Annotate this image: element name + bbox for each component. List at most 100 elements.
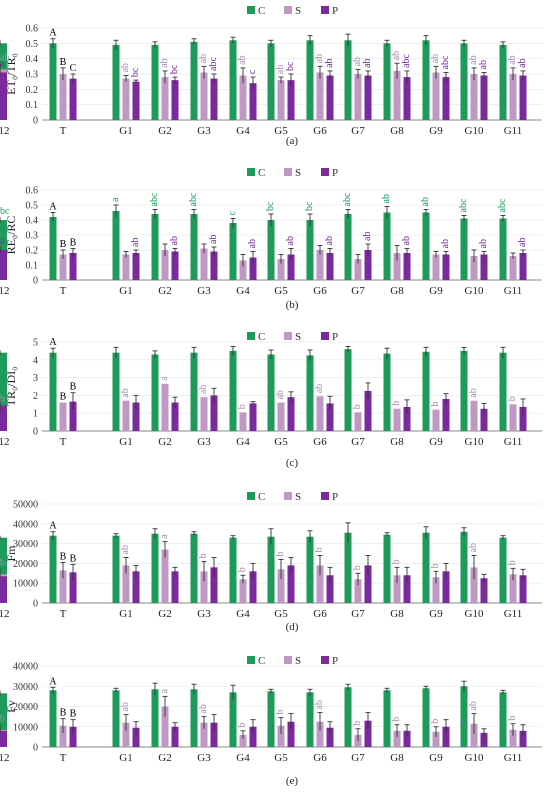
significance-letter: b: [507, 716, 518, 721]
bar-P-T: [69, 572, 77, 603]
significance-letter: a: [159, 534, 170, 539]
y-tick-label: 30000: [13, 539, 38, 550]
significance-letter: ab: [468, 55, 479, 64]
bar-S-G10: [470, 256, 478, 280]
bar-C-G8: [383, 212, 391, 280]
bar-C-G9: [422, 688, 430, 747]
significance-letter: ab: [430, 54, 441, 63]
significance-letter: b: [430, 563, 441, 568]
bar-C-G2: [151, 689, 159, 747]
x-tick-label-G12: G12: [0, 285, 9, 297]
legend-label-P: P: [332, 491, 338, 503]
significance-letter: ab: [324, 236, 335, 245]
x-tick-label-G4: G4: [236, 608, 250, 620]
x-tick-label-G1: G1: [119, 125, 132, 137]
bar-P-T: [69, 253, 77, 280]
bar-S-G8: [393, 730, 401, 747]
significance-letter: bc: [0, 206, 10, 217]
bar-S-G2: [161, 549, 169, 603]
x-tick-label-G5: G5: [274, 125, 288, 137]
bar-S-G6: [316, 721, 324, 747]
bar-C-G6: [306, 536, 314, 603]
legend-label-C: C: [258, 331, 265, 343]
significance-letter: ab: [381, 194, 392, 203]
bar-C-G10: [460, 350, 468, 431]
x-tick-label-G9: G9: [429, 752, 443, 764]
y-tick-label: 10000: [13, 722, 38, 733]
bar-S-G10: [470, 400, 478, 431]
x-tick-label-G7: G7: [351, 125, 365, 137]
bar-P-G12: [0, 250, 7, 280]
panel-label: (a): [286, 135, 299, 147]
y-axis-label: ET₀/TR₀: [4, 53, 18, 95]
significance-letter: b: [352, 404, 363, 409]
significance-letter: b: [237, 567, 248, 572]
bar-P-G2: [171, 726, 179, 747]
bar-P-G3: [210, 395, 218, 431]
bar-C-G6: [306, 692, 314, 747]
bar-S-T: [59, 402, 67, 431]
panel-label: (b): [286, 299, 299, 311]
bar-P-G6: [326, 727, 334, 747]
bar-S-G4: [239, 260, 247, 280]
x-tick-label-T: T: [60, 125, 67, 137]
bar-P-G4: [249, 726, 257, 747]
bar-C-G10: [460, 686, 468, 747]
x-tick-label-G2: G2: [158, 285, 171, 297]
bar-P-G9: [442, 77, 450, 120]
bar-C-G1: [112, 690, 120, 747]
bar-S-G9: [432, 731, 440, 747]
bar-P-G1: [132, 253, 140, 280]
significance-letter: abc: [342, 192, 353, 206]
bar-S-G7: [354, 412, 362, 431]
x-tick-label-G10: G10: [465, 125, 484, 137]
bar-C-G9: [422, 532, 430, 603]
bar-P-G5: [287, 721, 295, 747]
bar-S-G8: [393, 575, 401, 603]
significance-letter: B: [60, 708, 67, 719]
bar-C-G11: [499, 692, 507, 747]
legend-swatch-C: [247, 168, 255, 176]
significance-letter: b: [352, 565, 363, 570]
significance-letter: b: [237, 404, 248, 409]
legend-swatch-P: [321, 6, 329, 14]
x-tick-label-G5: G5: [274, 285, 288, 297]
x-tick-label-G3: G3: [197, 285, 211, 297]
bar-S-G4: [239, 412, 247, 431]
bar-C-G7: [344, 40, 352, 121]
legend-swatch-C: [247, 6, 255, 14]
significance-letter: bc: [285, 61, 296, 71]
bar-C-T: [49, 535, 57, 603]
bar-S-G11: [509, 729, 517, 747]
significance-letter: bc: [304, 201, 315, 211]
x-tick-label-T: T: [60, 608, 67, 620]
bar-P-G4: [249, 257, 257, 280]
x-tick-label-G1: G1: [119, 752, 132, 764]
legend-label-S: S: [295, 5, 301, 17]
bar-C-G4: [229, 537, 237, 603]
significance-letter: abc: [208, 57, 219, 71]
bar-C-G7: [344, 532, 352, 603]
bar-P-G8: [403, 253, 411, 280]
bar-S-G11: [509, 256, 517, 280]
legend-swatch-P: [321, 332, 329, 340]
significance-letter: ab: [275, 390, 286, 399]
significance-letter: abc: [458, 198, 469, 212]
legend-label-C: C: [258, 655, 265, 667]
bar-S-G7: [354, 74, 362, 120]
x-tick-label-G11: G11: [504, 285, 523, 297]
significance-letter: bc: [265, 201, 276, 211]
significance-letter: abc: [149, 192, 160, 206]
significance-letter: ab: [478, 60, 489, 69]
bar-S-G9: [432, 409, 440, 431]
y-tick-label: 0.2: [26, 85, 39, 96]
x-tick-label-G1: G1: [119, 285, 132, 297]
significance-letter: c: [247, 69, 258, 74]
significance-letter: ab: [440, 239, 451, 248]
significance-letter: abc: [497, 198, 508, 212]
x-tick-label-G5: G5: [274, 752, 288, 764]
bar-S-G6: [316, 396, 324, 431]
